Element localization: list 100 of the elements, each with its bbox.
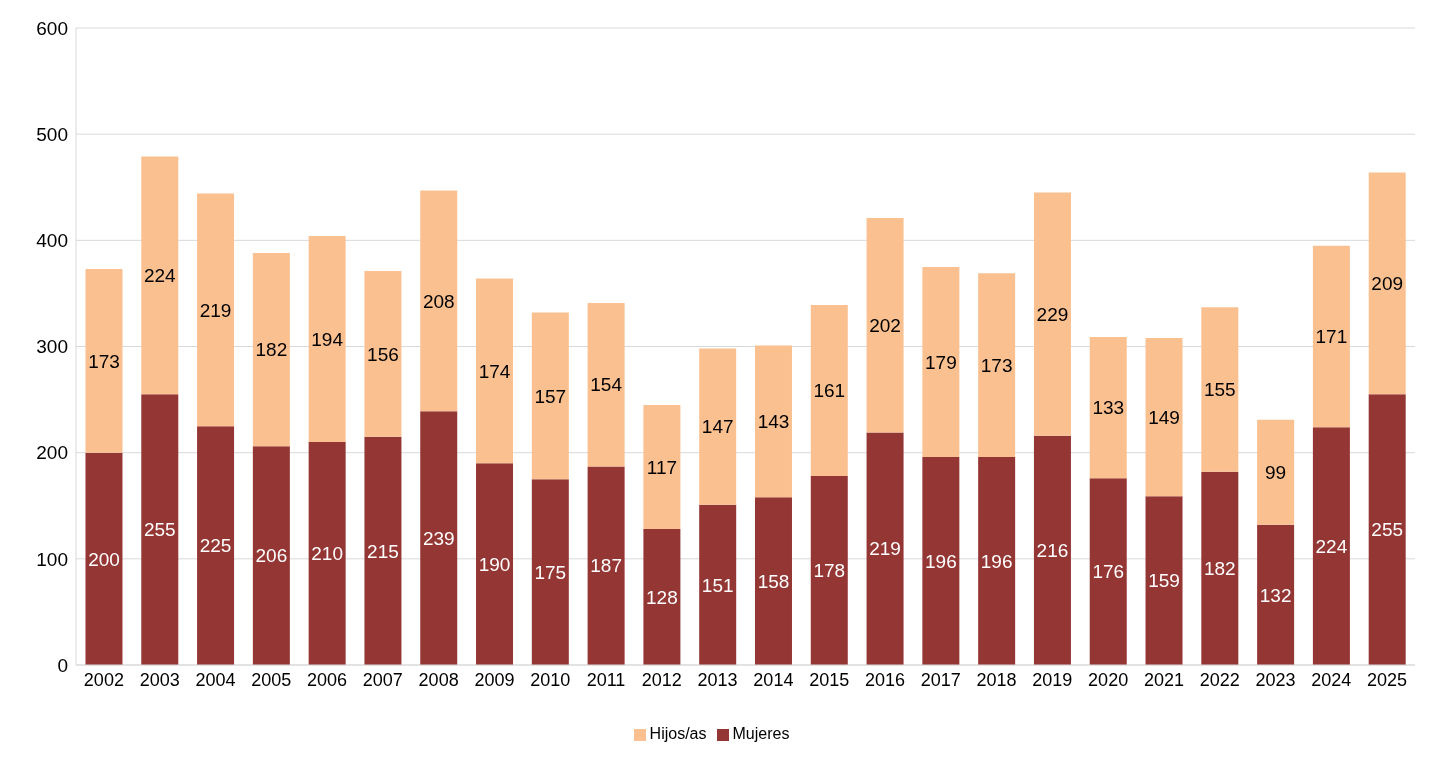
x-tick-label: 2024 [1311,669,1352,690]
bar [476,463,514,665]
x-tick-label: 2025 [1367,669,1408,690]
bar [531,312,569,480]
x-tick-label: 2021 [1143,669,1184,690]
y-tick-label: 0 [57,654,68,676]
x-tick-label: 2012 [641,669,682,690]
bar [197,426,235,665]
data-label: 117 [646,456,678,478]
data-label: 133 [1092,397,1125,419]
bar [1033,435,1071,665]
bar [922,266,960,457]
bar [476,278,514,464]
x-tick-label: 2023 [1255,669,1296,690]
data-label: 176 [1092,561,1125,583]
y-tick-label: 200 [36,442,68,464]
data-label: 210 [311,543,343,565]
data-label: 171 [1315,326,1348,348]
x-tick-label: 2015 [809,669,850,690]
x-tick-label: 2002 [83,669,124,690]
data-label: 147 [701,416,734,438]
bar [141,156,179,395]
data-label: 151 [701,574,734,596]
data-label: 225 [199,535,232,557]
bar [1089,336,1127,479]
x-tick-label: 2006 [307,669,348,690]
bar [1145,338,1183,497]
data-label: 178 [813,560,846,582]
bar [1201,471,1239,665]
data-label: 224 [1315,535,1348,557]
bar [252,446,290,665]
bar [420,411,458,665]
bar [866,218,904,433]
x-tick-label: 2014 [753,669,794,690]
data-label: 216 [1036,540,1069,562]
x-tick-label: 2013 [697,669,738,690]
bar [922,456,960,665]
x-tick-label: 2004 [195,669,236,690]
x-tick-label: 2019 [1032,669,1073,690]
x-tick-label: 2007 [362,669,403,690]
data-label: 174 [478,360,511,382]
data-label: 255 [143,519,176,541]
bar [978,273,1016,457]
data-label: 239 [422,527,455,549]
data-label: 187 [590,555,622,577]
x-tick-label: 2005 [251,669,292,690]
data-label: 224 [143,265,177,287]
bar [754,497,792,665]
data-label: 128 [646,586,678,608]
data-label: 173 [88,350,120,372]
bar [1145,496,1183,665]
data-label: 255 [1371,519,1404,541]
bar [364,436,402,665]
bar [643,404,681,530]
bar [252,253,290,447]
data-label: 219 [869,538,901,560]
data-label: 157 [534,385,567,407]
data-label: 229 [1036,303,1069,325]
legend-label: Hijos/as [649,725,707,742]
x-tick-label: 2022 [1199,669,1240,690]
data-label: 202 [869,315,901,337]
bar [85,452,123,665]
bar [866,432,904,665]
y-tick-label: 400 [36,230,68,252]
data-label: 132 [1259,584,1292,606]
bar [643,529,681,665]
y-tick-label: 300 [36,336,68,358]
data-label: 209 [1371,273,1404,295]
bar [85,269,123,453]
bar [1312,245,1350,428]
data-label: 173 [980,354,1013,376]
bar [364,271,402,437]
bar [1368,394,1406,665]
bar [810,476,848,665]
data-label: 143 [757,411,790,433]
data-label: 215 [367,540,399,562]
bar [699,348,737,505]
bar [141,394,179,665]
bar [1089,478,1127,665]
bar [420,190,458,412]
bar [308,236,346,443]
x-tick-label: 2020 [1088,669,1129,690]
data-label: 99 [1265,462,1287,484]
y-tick-label: 600 [36,17,68,39]
bar [531,479,569,665]
x-tick-label: 2018 [976,669,1017,690]
data-label: 175 [534,561,567,583]
x-tick-label: 2009 [474,669,515,690]
data-label: 190 [478,553,511,575]
x-tick-label: 2010 [530,669,571,690]
bar [1257,524,1295,665]
data-label: 182 [255,339,288,361]
bar [197,193,235,427]
x-tick-label: 2008 [418,669,459,690]
bar [810,305,848,477]
data-label: 156 [367,343,399,365]
bar [699,504,737,665]
legend-label: Mujeres [732,725,790,742]
data-label: 196 [925,550,957,572]
data-label: 194 [311,328,344,350]
